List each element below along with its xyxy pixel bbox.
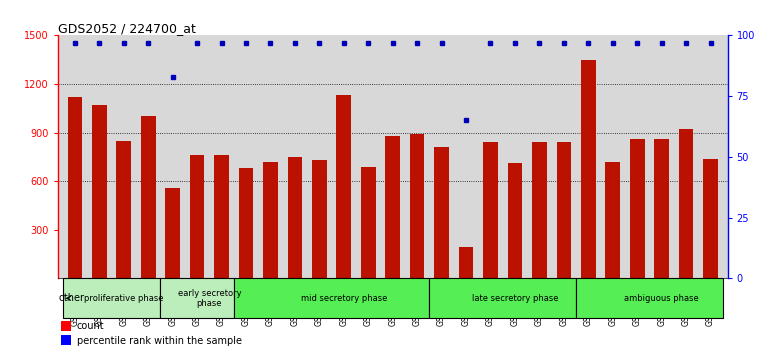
Bar	[410, 134, 424, 279]
Bar	[385, 136, 400, 279]
Bar	[239, 168, 253, 279]
Bar	[576, 279, 723, 318]
Bar	[68, 97, 82, 279]
Bar	[61, 336, 71, 346]
Bar	[654, 139, 669, 279]
Bar	[507, 164, 522, 279]
Bar	[703, 159, 718, 279]
Text: GDS2052 / 224700_at: GDS2052 / 224700_at	[58, 22, 196, 35]
Text: mid secretory phase: mid secretory phase	[300, 294, 387, 303]
Bar	[160, 279, 234, 318]
Bar	[630, 139, 644, 279]
Text: percentile rank within the sample: percentile rank within the sample	[76, 336, 242, 346]
Text: late secretory phase: late secretory phase	[472, 294, 558, 303]
Bar	[141, 116, 156, 279]
Text: other: other	[59, 293, 84, 303]
Bar	[234, 279, 430, 318]
Bar	[336, 95, 351, 279]
Bar	[361, 167, 376, 279]
Bar	[62, 279, 160, 318]
Bar	[214, 155, 229, 279]
Bar	[287, 157, 303, 279]
Text: count: count	[76, 321, 104, 331]
Bar	[434, 147, 449, 279]
Bar	[605, 162, 620, 279]
Bar	[581, 60, 596, 279]
Bar	[61, 321, 71, 331]
Bar	[532, 142, 547, 279]
Text: ambiguous phase: ambiguous phase	[624, 294, 699, 303]
Bar	[312, 160, 326, 279]
Bar	[116, 141, 131, 279]
Text: early secretory
phase: early secretory phase	[178, 289, 241, 308]
Bar	[459, 247, 474, 279]
Bar	[678, 129, 694, 279]
Text: proliferative phase: proliferative phase	[84, 294, 163, 303]
Bar	[557, 142, 571, 279]
Bar	[189, 155, 205, 279]
Bar	[166, 188, 180, 279]
Bar	[263, 162, 278, 279]
Bar	[92, 105, 107, 279]
Bar	[430, 279, 576, 318]
Bar	[483, 142, 498, 279]
